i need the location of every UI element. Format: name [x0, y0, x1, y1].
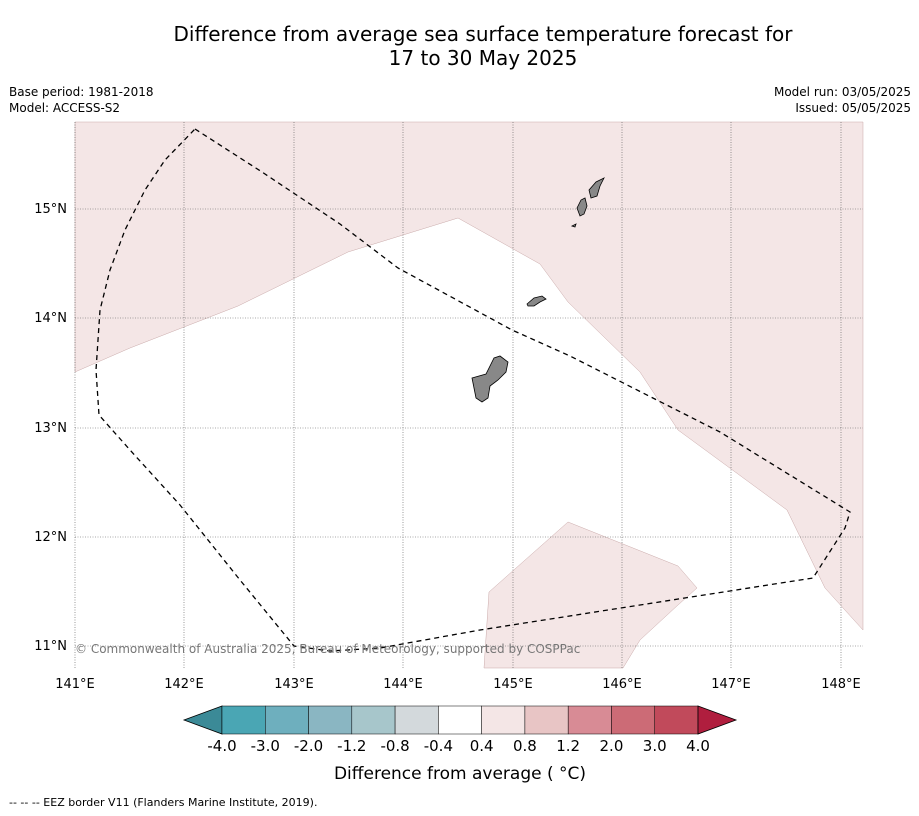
colorbar-tick-label: 3.0	[643, 737, 667, 755]
lon-label: 141°E	[55, 677, 95, 692]
lon-label: 142°E	[164, 677, 204, 692]
colorbar-tick-label: 4.0	[686, 737, 710, 755]
lat-label: 13°N	[34, 421, 67, 436]
colorbar-tick-label: -4.0	[207, 737, 236, 755]
map-title: Difference from average sea surface temp…	[100, 22, 866, 70]
colorbar-tick-label: 0.4	[470, 737, 494, 755]
lon-label: 147°E	[711, 677, 751, 692]
meta-left: Base period: 1981-2018 Model: ACCESS-S2	[9, 84, 154, 116]
colorbar-swatches	[182, 705, 738, 735]
lat-label: 14°N	[34, 311, 67, 326]
graticule	[74, 122, 863, 668]
island-tinian	[576, 197, 588, 217]
colorbar-swatch	[438, 705, 482, 735]
colorbar-tick-label: -3.0	[251, 737, 280, 755]
island-rota	[526, 295, 547, 307]
land-masses	[471, 177, 605, 403]
copyright-credit: © Commonwealth of Australia 2025, Bureau…	[75, 642, 580, 656]
lon-label: 144°E	[383, 677, 423, 692]
longitude-labels: 141°E 142°E 143°E 144°E 145°E 146°E 147°…	[55, 677, 861, 692]
model-name: Model: ACCESS-S2	[9, 101, 121, 115]
anomaly-regions	[74, 121, 864, 669]
colorbar-swatch	[265, 705, 309, 735]
lat-label: 12°N	[34, 530, 67, 545]
colorbar-swatch	[654, 705, 699, 735]
colorbar: -4.0 -3.0 -2.0 -1.2 -0.8 -0.4 0.4 0.8 1.2 2.0 3.0 4…	[182, 705, 738, 755]
colorbar-swatch	[221, 705, 266, 735]
lon-label: 146°E	[602, 677, 642, 692]
eez-legend-note: -- -- -- EEZ border V11 (Flanders Marine…	[9, 796, 318, 809]
colorbar-swatch	[308, 705, 353, 735]
issued-date: Issued: 05/05/2025	[795, 101, 911, 115]
lat-label: 15°N	[34, 202, 67, 217]
base-period: Base period: 1981-2018	[9, 85, 154, 99]
colorbar-tick-label: 2.0	[600, 737, 624, 755]
lon-label: 145°E	[493, 677, 533, 692]
anomaly-region-south	[483, 521, 698, 669]
lon-label: 143°E	[274, 677, 314, 692]
anomaly-region-north	[74, 121, 864, 631]
colorbar-tick-label: -0.4	[424, 737, 453, 755]
lat-label: 11°N	[34, 639, 67, 654]
map-title-line1: Difference from average sea surface temp…	[173, 22, 793, 46]
colorbar-extension-high	[697, 705, 738, 735]
lon-label: 148°E	[821, 677, 861, 692]
meta-right: Model run: 03/05/2025 Issued: 05/05/2025	[774, 84, 911, 116]
island-saipan	[588, 177, 605, 199]
colorbar-swatch	[611, 705, 655, 735]
colorbar-swatch	[524, 705, 569, 735]
colorbar-swatch	[351, 705, 396, 735]
colorbar-swatch	[481, 705, 526, 735]
colorbar-tick-label: -0.8	[380, 737, 409, 755]
colorbar-tick-label: 0.8	[513, 737, 537, 755]
island-aguijan	[570, 223, 577, 228]
colorbar-ticks: -4.0 -3.0 -2.0 -1.2 -0.8 -0.4 0.4 0.8 1.2 2.0 3.0 4…	[207, 737, 710, 755]
colorbar-tick-label: 1.2	[556, 737, 580, 755]
map-title-line2: 17 to 30 May 2025	[388, 46, 578, 70]
colorbar-swatch	[394, 705, 439, 735]
island-guam	[471, 355, 509, 403]
colorbar-label: Difference from average ( °C)	[333, 764, 587, 784]
colorbar-extension-low	[182, 705, 223, 735]
colorbar-swatch	[567, 705, 612, 735]
colorbar-tick-label: -2.0	[294, 737, 323, 755]
model-run: Model run: 03/05/2025	[773, 85, 911, 99]
colorbar-tick-label: -1.2	[337, 737, 366, 755]
latitude-labels: 15°N 14°N 13°N 12°N 11°N	[34, 202, 67, 654]
eez-border	[95, 128, 851, 652]
